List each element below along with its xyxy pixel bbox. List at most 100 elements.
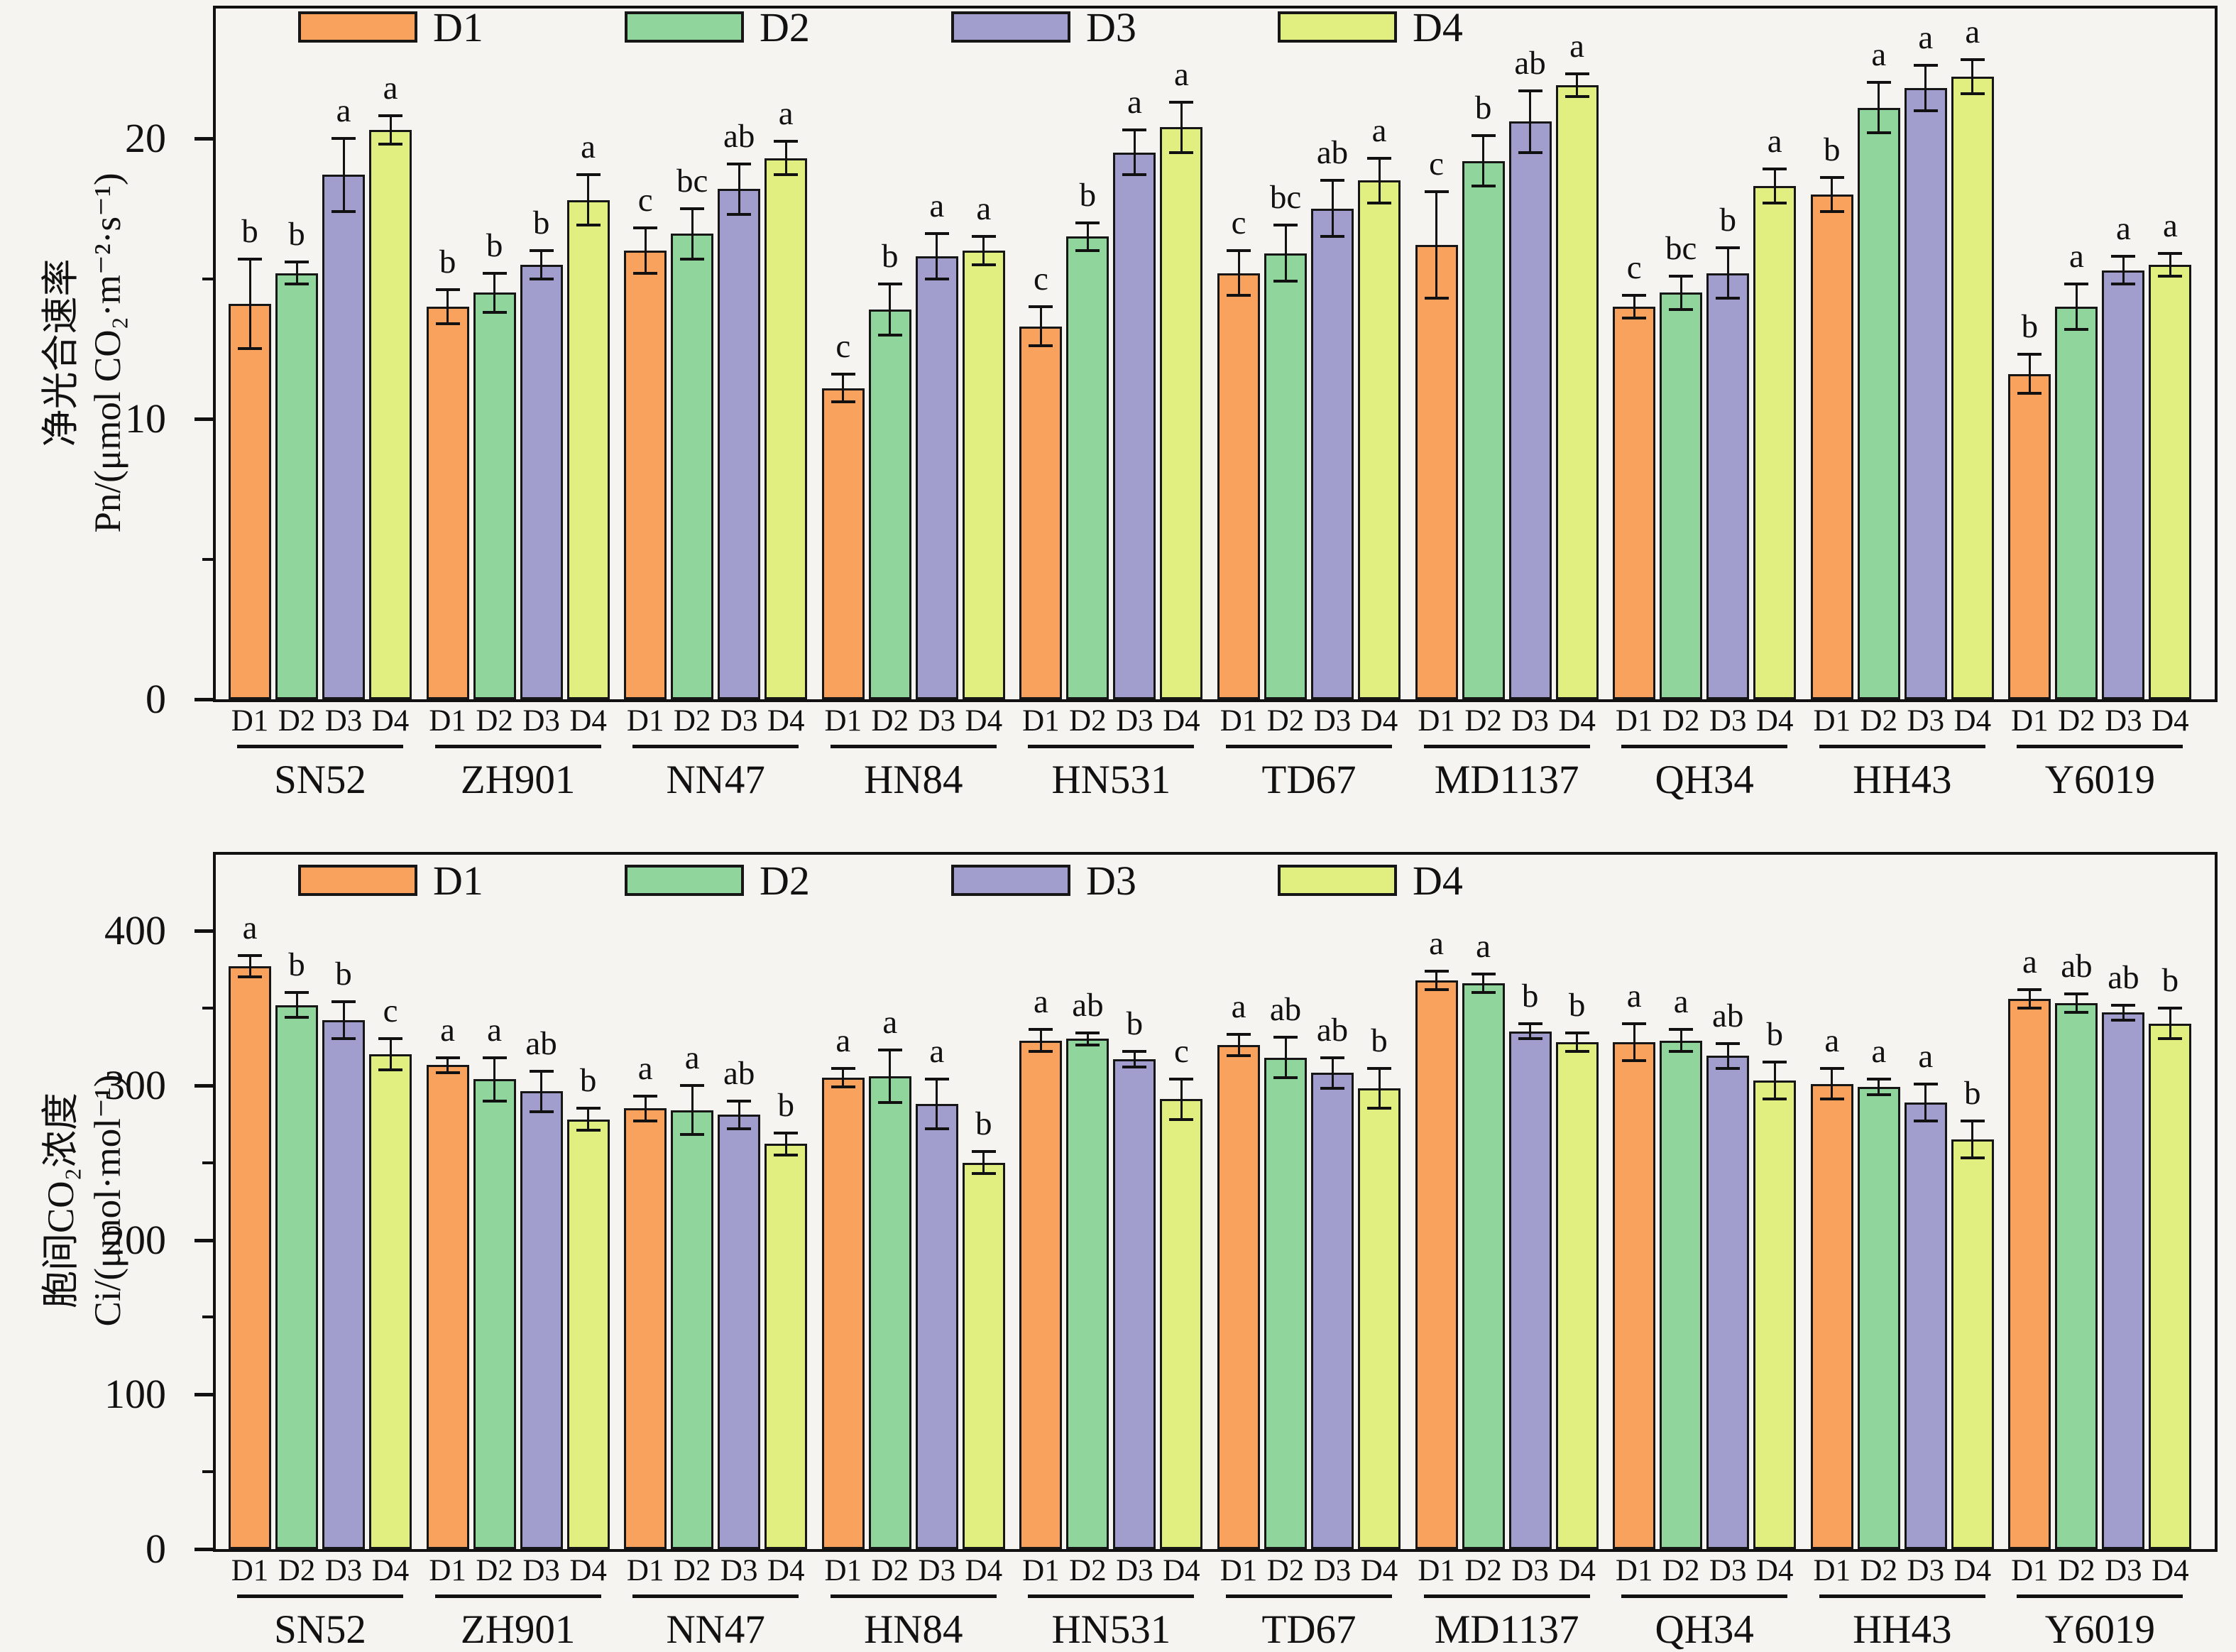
error-cap-top [1227, 249, 1251, 252]
significance-letter: a [778, 94, 794, 132]
group-underline [1423, 745, 1590, 748]
x-sublabel-D3: D3 [720, 1554, 758, 1587]
x-sublabel-D4: D4 [2152, 1554, 2189, 1587]
error-bar [1971, 1120, 1974, 1159]
error-cap-bottom [482, 1099, 507, 1103]
error-cap-bottom [1716, 1066, 1741, 1070]
significance-letter: b [335, 956, 352, 993]
group-underline [632, 1594, 799, 1598]
group-underline [830, 1594, 997, 1598]
error-bar [587, 175, 590, 226]
error-bar [1529, 1023, 1532, 1039]
error-cap-top [1367, 1066, 1391, 1070]
error-bar [889, 1049, 892, 1103]
error-cap-top [2064, 992, 2089, 996]
bar-MD1137-D1 [1415, 980, 1458, 1549]
error-bar [446, 290, 449, 324]
significance-letter: ab [1712, 997, 1744, 1034]
group-label-ZH901: ZH901 [460, 1607, 576, 1652]
x-sublabel-D3: D3 [1709, 704, 1747, 738]
error-bar [1482, 136, 1485, 187]
bar-ZH901-D4 [566, 199, 610, 699]
significance-letter: ab [1316, 1011, 1349, 1049]
significance-letter: a [440, 1011, 456, 1049]
group-underline [1226, 745, 1392, 748]
y-minor-tick [202, 1315, 213, 1319]
bar-Y6019-D2 [2055, 1003, 2098, 1549]
significance-letter: a [383, 70, 398, 107]
error-cap-bottom [1367, 1107, 1391, 1110]
bar-MD1137-D3 [1508, 1031, 1552, 1549]
x-sublabel-D2: D2 [476, 1554, 513, 1587]
error-bar [644, 1095, 647, 1121]
error-bar [540, 251, 543, 279]
significance-letter: ab [1072, 986, 1104, 1024]
x-sublabel-D4: D4 [965, 1554, 1003, 1587]
bar-HN84-D1 [821, 388, 865, 699]
significance-letter: ab [525, 1025, 557, 1063]
x-sublabel-D3: D3 [1511, 704, 1549, 738]
group-underline [434, 745, 601, 748]
error-cap-bottom [633, 1119, 658, 1122]
x-sublabel-D3: D3 [918, 704, 956, 738]
error-cap-top [1169, 100, 1194, 104]
error-cap-top [331, 1000, 356, 1004]
group-label-TD67: TD67 [1261, 1607, 1357, 1652]
group-underline [1621, 1594, 1788, 1598]
error-cap-top [924, 1078, 949, 1081]
bar-NN47-D4 [764, 158, 808, 699]
error-cap-bottom [774, 173, 799, 177]
error-cap-bottom [2017, 392, 2042, 395]
significance-letter: b [1766, 1016, 1783, 1054]
significance-letter: b [1568, 986, 1586, 1024]
x-sublabel-D3: D3 [918, 1554, 956, 1587]
error-bar [248, 258, 251, 349]
group-label-ZH901: ZH901 [460, 757, 576, 802]
error-cap-bottom [331, 209, 356, 213]
significance-letter: a [1173, 55, 1189, 93]
error-cap-top [831, 372, 855, 376]
error-bar [1971, 60, 1974, 94]
error-cap-bottom [1669, 1049, 1694, 1053]
error-bar [1576, 74, 1579, 97]
group-underline [434, 1594, 601, 1598]
significance-letter: c [1429, 146, 1445, 183]
error-cap-top [680, 1083, 705, 1087]
error-cap-top [774, 139, 799, 143]
x-sublabel-D1: D1 [1615, 1554, 1653, 1587]
x-sublabel-D3: D3 [1907, 704, 1945, 738]
group-label-SN52: SN52 [274, 757, 366, 802]
bar-HN531-D4 [1160, 127, 1203, 699]
error-bar [1284, 1037, 1287, 1078]
x-sublabel-D4: D4 [1360, 1554, 1398, 1587]
error-cap-top [877, 1048, 902, 1051]
bar-HN84-D2 [868, 1076, 911, 1549]
y-major-tick [194, 1393, 213, 1397]
error-cap-bottom [831, 1085, 855, 1088]
x-sublabel-D1: D1 [824, 1554, 862, 1587]
bar-HN84-D3 [915, 256, 958, 699]
significance-letter: a [929, 1033, 945, 1071]
error-bar [248, 955, 251, 978]
y-minor-tick [202, 277, 213, 280]
x-sublabel-D4: D4 [1558, 704, 1596, 738]
error-cap-bottom [238, 347, 262, 351]
significance-letter: a [2162, 207, 2178, 244]
y-minor-tick [202, 1161, 213, 1164]
error-cap-bottom [1029, 344, 1053, 348]
error-cap-bottom [1471, 185, 1496, 188]
significance-letter: b [288, 215, 305, 253]
error-cap-bottom [435, 1071, 460, 1075]
group-underline [1028, 1594, 1195, 1598]
significance-letter: c [1033, 261, 1048, 297]
error-cap-top [924, 232, 949, 236]
error-bar [295, 261, 298, 285]
error-cap-top [1960, 1119, 1985, 1122]
legend-swatch-D1 [298, 11, 417, 43]
legend-label-D2: D2 [760, 4, 810, 50]
significance-letter: a [1626, 977, 1642, 1014]
x-sublabel-D4: D4 [1755, 1554, 1794, 1587]
significance-letter: bc [676, 162, 708, 199]
error-cap-top [1273, 224, 1298, 227]
error-cap-bottom [238, 975, 262, 979]
